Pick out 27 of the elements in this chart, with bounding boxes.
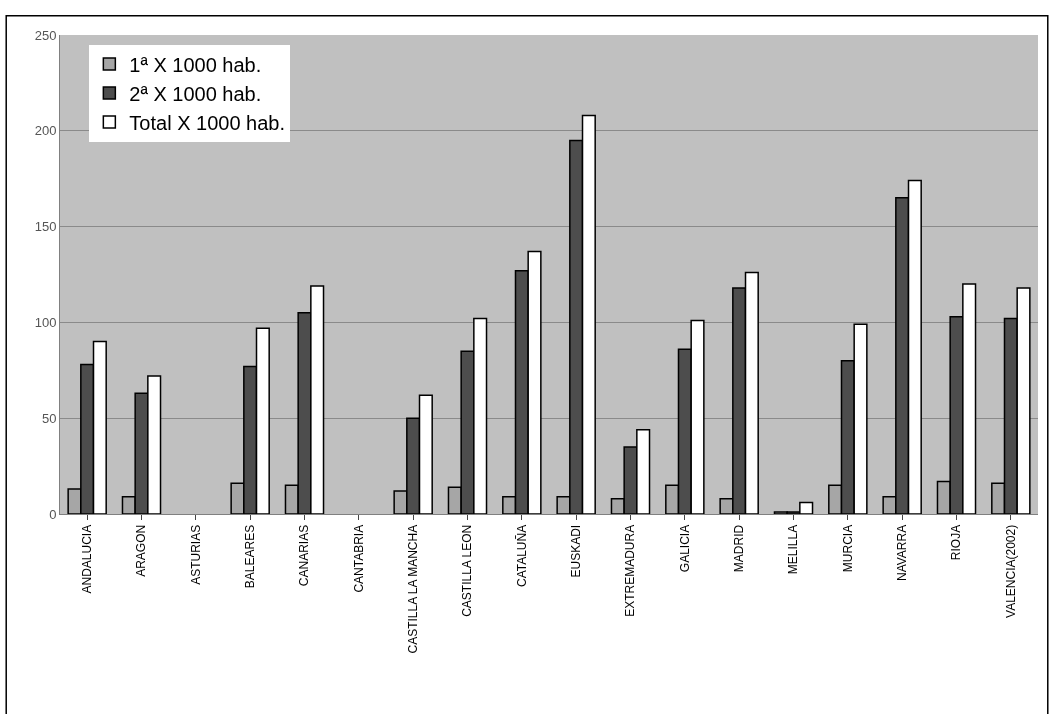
legend-label: 1ª X 1000 hab. bbox=[129, 53, 262, 76]
x-tick-label: EUSKADI bbox=[569, 524, 584, 578]
x-tick-label: CANARIAS bbox=[297, 524, 312, 587]
y-tick-label: 250 bbox=[34, 27, 57, 43]
x-tick-label: EXTREMADURA bbox=[623, 524, 638, 617]
y-tick-label: 50 bbox=[41, 410, 57, 426]
legend-label: Total X 1000 hab. bbox=[129, 111, 286, 134]
x-tick-label: CATALUÑA bbox=[514, 524, 529, 588]
x-tick-label: GALICIA bbox=[677, 524, 692, 573]
y-tick-label: 200 bbox=[34, 123, 57, 139]
x-tick-label: ARAGON bbox=[134, 524, 149, 577]
x-tick-label: BALEARES bbox=[243, 524, 258, 589]
x-tick-label: RIOJA bbox=[949, 524, 964, 561]
y-tick-label: 150 bbox=[34, 219, 57, 235]
x-tick-label: ASTURIAS bbox=[188, 524, 203, 585]
legend-label: 2ª X 1000 hab. bbox=[129, 82, 262, 105]
x-tick-label: VALENCIA(2002) bbox=[1003, 524, 1018, 618]
x-tick-label: CANTABRIA bbox=[351, 524, 366, 593]
x-tick-label: MURCIA bbox=[840, 524, 855, 573]
y-tick-label: 100 bbox=[34, 314, 57, 330]
x-tick-label: MELILLA bbox=[786, 524, 801, 575]
x-tick-label: CASTILLA LEON bbox=[460, 524, 475, 617]
x-tick-label: ANDALUCIA bbox=[80, 524, 95, 594]
y-tick-label: 0 bbox=[49, 506, 57, 522]
x-tick-label: MADRID bbox=[732, 524, 747, 573]
x-tick-label: CASTILLA LA MANCHA bbox=[406, 524, 421, 654]
x-tick-label: NAVARRA bbox=[895, 524, 910, 582]
